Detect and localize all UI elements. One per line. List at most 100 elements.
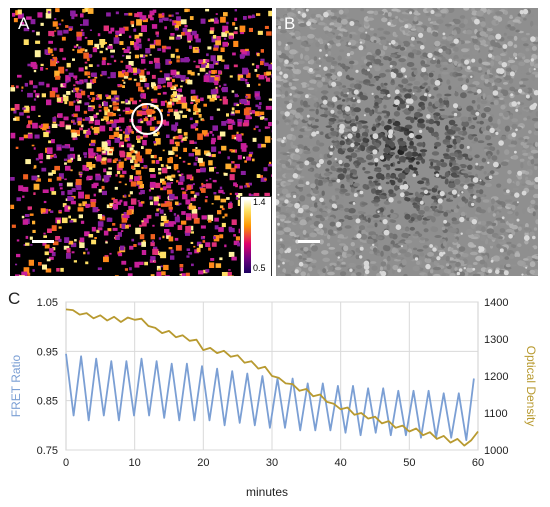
fret-pixel [47,147,53,154]
fret-pixel [261,49,264,53]
cell-blob [308,88,315,91]
cell-blob [467,265,472,269]
cell-blob [300,219,307,225]
cell-blob [399,249,407,253]
fret-pixel [71,169,73,171]
cell-blob [368,218,371,223]
fret-pixel [140,54,143,57]
fret-pixel [54,48,57,51]
cell-blob [479,38,484,41]
cell-blob [514,126,522,130]
fret-pixel [119,162,124,168]
cell-blob [388,189,393,194]
fret-pixel [55,8,59,12]
cell-blob [449,55,452,57]
cell-blob [481,197,485,200]
cell-blob [392,248,397,254]
cell-blob [387,264,391,270]
cell-blob [443,68,448,71]
cell-blob [311,8,316,11]
cell-blob [509,16,513,18]
cell-blob [333,143,338,146]
cell-blob [515,30,519,33]
fret-pixel [228,203,233,208]
cell-blob [435,64,441,68]
cell-blob [299,23,307,27]
cell-highlight [493,162,499,168]
cell-highlight [409,133,414,138]
cell-blob [330,222,336,227]
cell-blob [405,240,413,244]
fret-pixel [122,171,126,174]
fret-pixel [75,137,78,140]
cell-blob [306,84,310,87]
cell-blob [484,149,488,152]
cell-blob [386,166,390,170]
cell-blob [291,128,295,131]
cell-blob [446,263,449,266]
cell-highlight [316,163,321,168]
cell-blob [461,48,469,52]
cell-blob [509,54,513,58]
fret-pixel [115,138,121,143]
fret-pixel [176,59,179,62]
cell-blob [402,110,409,112]
cell-highlight [319,159,324,164]
cell-highlight [424,190,428,194]
fret-pixel [111,91,117,95]
fret-pixel [53,21,58,26]
cell-highlight [287,104,292,109]
fret-pixel [27,64,30,67]
fret-pixel [134,79,137,81]
fret-pixel [266,78,270,82]
fret-pixel [181,221,186,225]
cell-blob [276,179,282,182]
cell-highlight [277,194,279,196]
fret-pixel [125,107,130,111]
fret-pixel [114,119,119,123]
fret-pixel [120,175,123,178]
cell-blob [440,9,447,13]
fret-pixel [107,112,113,116]
fret-pixel [176,37,181,40]
fret-pixel [11,85,14,87]
cell-blob [518,227,522,231]
fret-pixel [221,121,226,126]
fret-pixel [164,26,167,29]
cell-blob [346,254,352,257]
fret-pixel [65,25,68,28]
cell-blob [410,117,414,123]
fret-pixel [170,77,172,79]
cell-blob [413,234,418,237]
fret-pixel [71,130,76,133]
cell-blob [358,84,362,90]
cell-blob [378,11,384,14]
fret-pixel [43,235,47,238]
cell-blob [496,184,501,188]
fret-pixel [73,123,76,125]
fret-pixel [175,85,178,87]
cell-blob [352,104,356,107]
cell-blob [428,18,431,22]
fret-pixel [67,63,71,68]
cell-highlight [512,132,517,137]
fret-pixel [46,84,49,88]
fret-pixel [179,135,183,139]
fret-pixel [212,242,217,247]
fret-pixel [180,75,185,80]
cell-blob [374,59,381,65]
cell-blob [309,109,315,111]
fret-pixel [235,94,238,98]
cell-highlight [286,44,288,46]
fret-pixel [68,206,71,209]
cell-blob [384,83,388,86]
cell-blob [472,100,476,104]
fret-pixel [135,151,138,154]
cell-blob [350,51,354,55]
fret-pixel [32,145,35,147]
fret-pixel [43,189,49,193]
fret-pixel [154,155,157,158]
fret-pixel [160,210,164,214]
fret-pixel [135,55,139,59]
cell-highlight [478,250,481,253]
